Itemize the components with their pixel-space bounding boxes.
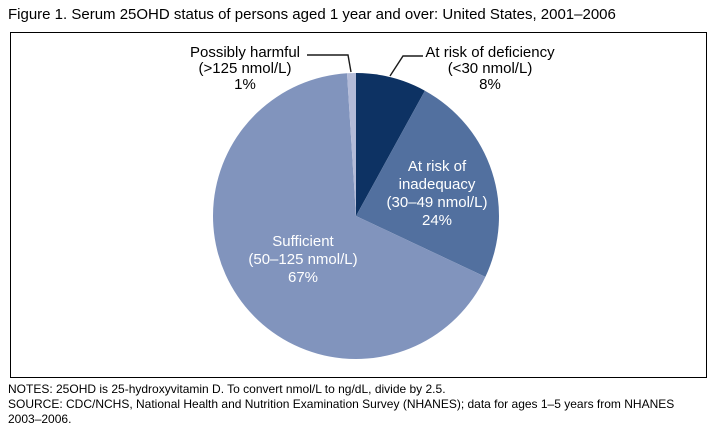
pie-slices-group xyxy=(213,73,500,359)
label-line: (>125 nmol/L) xyxy=(198,60,292,77)
figure-notes: NOTES: 25OHD is 25-hydroxyvitamin D. To … xyxy=(8,382,710,427)
label-line: 67% xyxy=(287,269,319,286)
label-at-risk-of-inadequacy: At risk of inadequacy (30–49 nmol/L) 24% xyxy=(362,158,512,230)
label-line: Possibly harmful xyxy=(189,44,301,61)
label-line: At risk of deficiency xyxy=(425,44,555,61)
notes-text: NOTES: 25OHD is 25-hydroxyvitamin D. To … xyxy=(8,382,446,396)
source-text: SOURCE: CDC/NCHS, National Health and Nu… xyxy=(8,397,675,426)
pie-slice-sufficient xyxy=(213,73,486,359)
label-line: 8% xyxy=(479,76,501,93)
leader-line-deficiency xyxy=(389,55,423,77)
label-line: At risk of xyxy=(407,158,467,175)
pie-slice-at-risk-of-deficiency xyxy=(356,73,425,216)
label-at-risk-of-deficiency: At risk of deficiency (<30 nmol/L) 8% xyxy=(400,45,580,93)
leader-line-possibly-harmful xyxy=(307,54,352,73)
label-line: 24% xyxy=(421,212,453,229)
label-sufficient: Sufficient (50–125 nmol/L) 67% xyxy=(218,233,388,287)
pie-slice-at-risk-of-inadequacy xyxy=(356,90,500,277)
label-line: (30–49 nmol/L) xyxy=(386,194,488,211)
pie-slice-possibly-harmful xyxy=(347,73,356,216)
pie-chart xyxy=(213,54,500,359)
label-line: inadequacy xyxy=(398,176,476,193)
label-line: 1% xyxy=(234,76,256,93)
label-line: Sufficient xyxy=(272,233,334,250)
label-possibly-harmful: Possibly harmful (>125 nmol/L) 1% xyxy=(160,45,330,93)
chart-area: Possibly harmful (>125 nmol/L) 1% At ris… xyxy=(10,32,707,378)
label-line: (<30 nmol/L) xyxy=(447,60,533,77)
label-line: (50–125 nmol/L) xyxy=(248,251,358,268)
figure-title: Figure 1. Serum 25OHD status of persons … xyxy=(8,6,616,23)
